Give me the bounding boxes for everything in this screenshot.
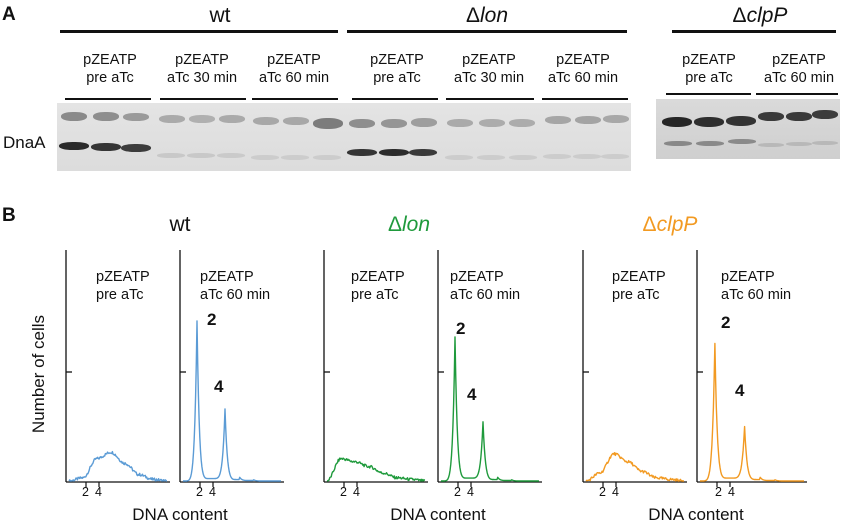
x-tick-2: 2 xyxy=(715,485,722,499)
x-tick-4: 4 xyxy=(209,485,216,499)
histogram-line xyxy=(68,450,168,482)
peak-label-2: 2 xyxy=(207,310,217,329)
lane-label: pZEATP aTc 60 min xyxy=(547,52,619,86)
lane-label: pZEATP aTc 30 min xyxy=(166,52,238,86)
x-tick-4: 4 xyxy=(728,485,735,499)
x-axis-label: DNA content xyxy=(390,505,486,524)
peak-label-4: 4 xyxy=(214,377,224,396)
peak-label-4: 4 xyxy=(735,381,745,400)
lane-label: pZEATP aTc 30 min xyxy=(453,52,525,86)
lane-label: pZEATP aTc 60 min xyxy=(763,52,835,86)
histogram-line xyxy=(182,320,281,482)
lane-label: pZEATP pre aTc xyxy=(370,52,424,86)
lane-group-bar xyxy=(542,98,628,100)
panel-b-letter: B xyxy=(2,205,16,226)
lane-label: pZEATP pre aTc xyxy=(83,52,137,86)
genotype-wt-a: wt xyxy=(209,4,231,27)
genotype-clpp-b: ΔclpP xyxy=(642,213,698,236)
western-blot-main xyxy=(57,103,631,171)
peak-label-4: 4 xyxy=(467,385,477,404)
genotype-clpp-a: ΔclpP xyxy=(732,4,788,27)
wt-group-bar xyxy=(60,30,338,33)
lane-label: pZEATP pre aTc xyxy=(682,52,736,86)
lon-group-bar xyxy=(347,30,627,33)
genotype-wt-b: wt xyxy=(169,213,191,236)
condition-label: pZEATP aTc 60 min xyxy=(200,269,271,303)
histogram-line xyxy=(326,457,426,482)
lane-label: pZEATP aTc 60 min xyxy=(258,52,330,86)
histogram-line xyxy=(441,336,539,482)
lane-group-bar xyxy=(446,98,534,100)
x-tick-4: 4 xyxy=(95,485,102,499)
peak-label-2: 2 xyxy=(721,313,731,332)
genotype-lon-b: Δlon xyxy=(387,213,431,236)
x-axis-label: DNA content xyxy=(132,505,228,524)
western-blot-clpp xyxy=(656,99,840,159)
lane-group-bar xyxy=(65,98,151,100)
x-axis-label: DNA content xyxy=(648,505,744,524)
histogram-line xyxy=(585,452,684,482)
x-tick-2: 2 xyxy=(599,485,606,499)
x-tick-2: 2 xyxy=(340,485,347,499)
lane-group-bar xyxy=(252,98,338,100)
genotype-lon-a: Δlon xyxy=(465,4,509,27)
condition-label: pZEATP aTc 60 min xyxy=(721,269,792,303)
lane-group-bar xyxy=(160,98,246,100)
condition-label: pZEATP aTc 60 min xyxy=(450,269,521,303)
panel-a-letter: A xyxy=(2,4,16,25)
lane-group-bar xyxy=(666,93,751,95)
condition-label: pZEATP pre aTc xyxy=(612,269,666,303)
x-tick-2: 2 xyxy=(196,485,203,499)
dnaa-band-label: DnaA xyxy=(3,133,46,152)
condition-label: pZEATP pre aTc xyxy=(96,269,150,303)
lane-group-bar xyxy=(756,93,838,95)
histogram-line xyxy=(700,342,804,482)
x-tick-2: 2 xyxy=(82,485,89,499)
x-tick-4: 4 xyxy=(353,485,360,499)
x-tick-4: 4 xyxy=(612,485,619,499)
clpp-group-bar xyxy=(672,30,836,33)
condition-label: pZEATP pre aTc xyxy=(351,269,405,303)
lane-group-bar xyxy=(352,98,438,100)
peak-label-2: 2 xyxy=(456,319,466,338)
x-tick-2: 2 xyxy=(454,485,461,499)
x-tick-4: 4 xyxy=(467,485,474,499)
